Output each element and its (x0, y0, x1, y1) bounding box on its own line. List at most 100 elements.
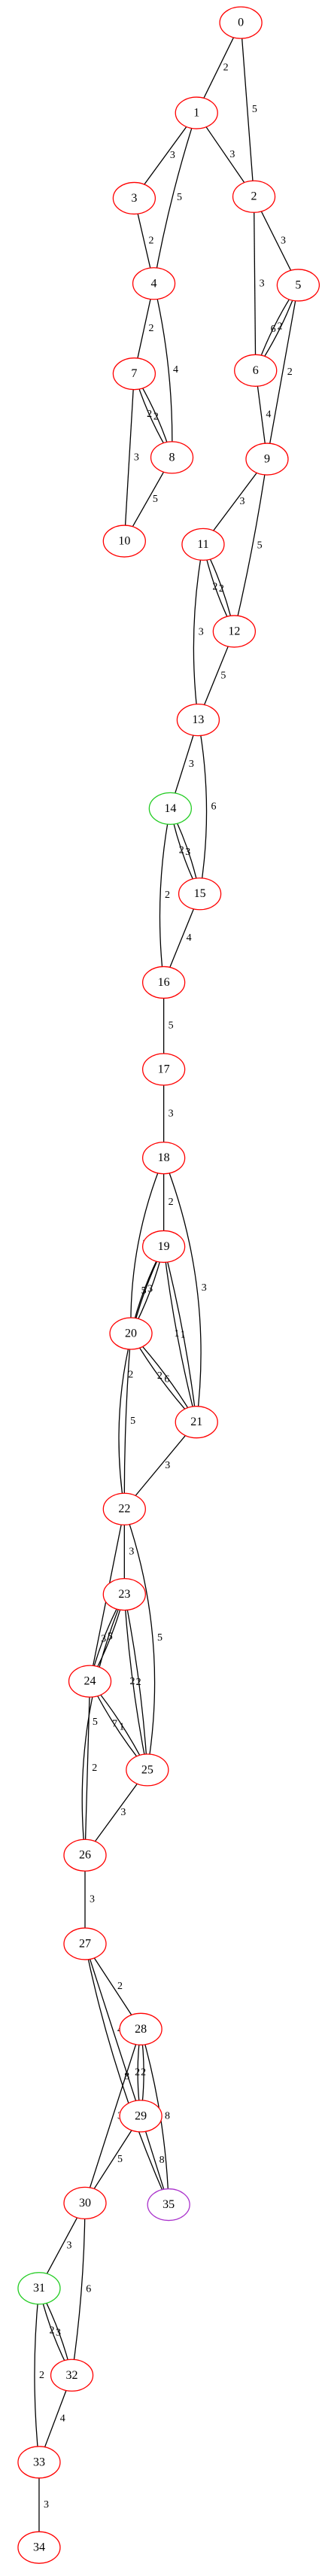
edge-label: 3 (281, 236, 286, 247)
node-label: 21 (190, 1416, 202, 1428)
edge-label: 3 (169, 1108, 174, 1119)
node (17, 2272, 61, 2305)
node (147, 2188, 190, 2222)
edge-label: 3 (260, 278, 265, 289)
node-label: 7 (131, 367, 137, 380)
node (141, 1230, 186, 1264)
node (68, 1665, 112, 1698)
edge-label: 6 (211, 801, 217, 813)
edge-label: 7 (112, 1718, 117, 1729)
edge-label: 1 (119, 1722, 124, 1733)
node-label: 30 (79, 2197, 91, 2210)
edge-label: 8 (165, 2110, 170, 2121)
node (102, 1577, 146, 1611)
node (219, 6, 263, 39)
node-label: 35 (162, 2198, 175, 2211)
edge-label: 3 (90, 1894, 95, 1905)
edge-label: 2 (165, 890, 170, 901)
edge-label: 8 (159, 2155, 165, 2166)
edge-label: 5 (117, 2154, 123, 2165)
edge (162, 1246, 197, 1422)
edge-label: 4 (266, 409, 271, 421)
edge-label: 3 (44, 2499, 49, 2511)
edge-label: 5 (93, 1717, 98, 1728)
node (17, 2531, 61, 2564)
edge-label: 2 (128, 1369, 133, 1380)
node (141, 1142, 186, 1175)
edge-label: 5 (130, 1416, 135, 1427)
edge-label: 5 (177, 192, 182, 203)
node-label: 11 (197, 538, 208, 551)
edge (233, 458, 268, 632)
node (102, 525, 146, 558)
node-label: 18 (158, 1151, 170, 1164)
edge-label: 2 (223, 62, 229, 74)
node (141, 966, 186, 999)
edge-label: 5 (108, 1631, 113, 1642)
node-label: 19 (158, 1240, 170, 1253)
node (176, 704, 220, 737)
node-label: 15 (194, 887, 206, 900)
edge (130, 1157, 165, 1334)
edge-label: 5 (169, 1020, 174, 1032)
node-label: 16 (158, 976, 170, 989)
edge-label: 3 (239, 496, 245, 507)
edge-label: 3 (185, 847, 190, 858)
node-label: 25 (141, 1763, 153, 1776)
edge-label: 2 (148, 323, 153, 334)
edge-label: 2 (219, 583, 224, 595)
node (63, 2186, 107, 2220)
edge-label: 3 (165, 1460, 170, 1471)
edge (118, 1246, 165, 1510)
edge-label: 2 (153, 411, 159, 422)
node (175, 1406, 218, 1439)
node (276, 269, 320, 302)
edge (71, 2203, 86, 2376)
node (212, 615, 257, 648)
node (102, 1492, 146, 1525)
node (234, 354, 278, 387)
node-label: 33 (33, 2456, 45, 2468)
edge (84, 1681, 91, 1856)
node-label: 0 (238, 17, 244, 29)
node-label: 28 (135, 2023, 147, 2036)
edge-label: 5 (252, 104, 257, 115)
edge-label: 6 (86, 2284, 91, 2295)
edge-label: 8 (124, 2071, 129, 2082)
edge-label: 4 (173, 364, 178, 376)
edge-label: 3 (129, 1546, 134, 1557)
node (132, 267, 176, 300)
edge-label: 2 (148, 236, 153, 247)
edge-label: 3 (202, 1282, 207, 1294)
edge (163, 1246, 197, 1422)
node (119, 2012, 162, 2045)
edge (266, 284, 299, 460)
edge-label: 3 (199, 626, 204, 637)
node (141, 1053, 186, 1086)
node (119, 2100, 162, 2133)
node (148, 792, 193, 826)
node (63, 1838, 107, 1872)
edge (84, 1943, 141, 2117)
edge (84, 2029, 141, 2203)
node-label: 5 (295, 278, 301, 291)
edge-label: 3 (56, 2327, 61, 2338)
edge-label: 3 (134, 452, 139, 463)
node-label: 14 (164, 802, 176, 815)
node (109, 1317, 153, 1350)
edge (81, 1594, 125, 1856)
node-label: 34 (33, 2541, 45, 2554)
edge (123, 1594, 148, 1770)
node (232, 180, 276, 213)
edge (197, 719, 208, 894)
edge-label: 6 (164, 1374, 169, 1385)
edge (253, 196, 257, 371)
node-label: 13 (192, 713, 204, 726)
node-label: 10 (118, 535, 130, 548)
node-label: 8 (169, 451, 175, 464)
edge (123, 1594, 148, 1770)
edge-label: 3 (170, 150, 175, 161)
edge (163, 1157, 202, 1422)
node-label: 12 (228, 625, 240, 637)
